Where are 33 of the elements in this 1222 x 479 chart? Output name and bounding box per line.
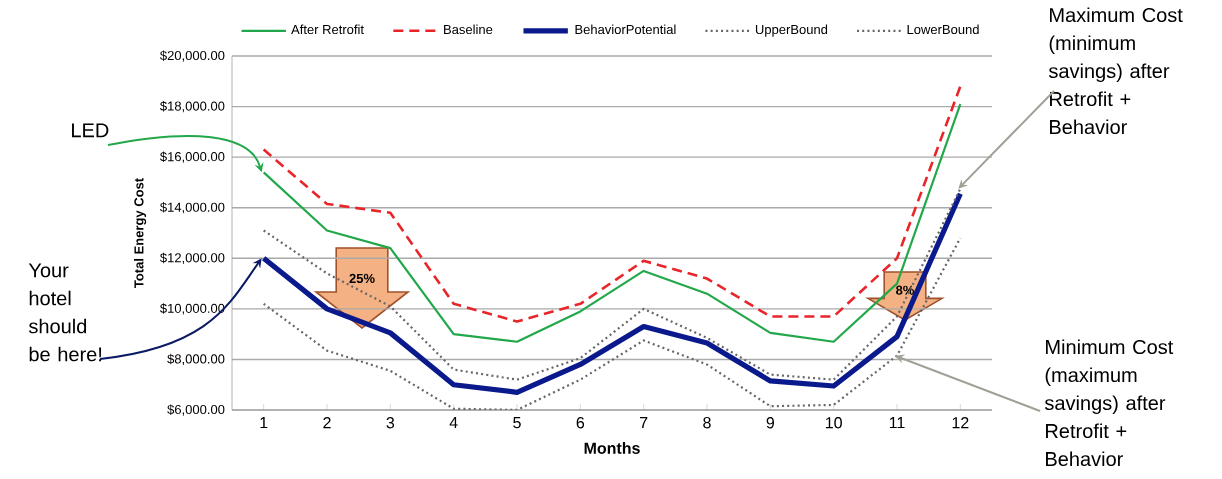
y-tick-label: $20,000.00 — [160, 50, 225, 62]
x-tick-label: 8 — [703, 417, 711, 429]
x-tick-label: 6 — [576, 417, 585, 429]
annotation: Minimum Cost (maximum savings) after Retrofit + Behavior — [1044, 339, 1174, 467]
legend-label: Baseline — [444, 24, 493, 35]
x-tick-label: 4 — [449, 417, 458, 429]
x-axis-title: Months — [584, 442, 640, 454]
annotation: LED — [72, 123, 109, 138]
y-tick-label: $12,000.00 — [160, 252, 225, 264]
y-tick-label: $10,000.00 — [160, 303, 225, 315]
x-tick-label: 9 — [766, 417, 775, 429]
x-tick-label: 12 — [952, 417, 969, 429]
annotation: Maximum Cost (minimum savings) after Retrofit + Behavior — [1048, 7, 1183, 135]
y-tick-label: $8,000.00 — [167, 353, 225, 366]
y-tick-label: $14,000.00 — [160, 202, 225, 214]
x-tick-label: 1 — [260, 417, 268, 429]
legend-label: LowerBound — [907, 24, 979, 35]
x-tick-label: 2 — [323, 417, 331, 429]
y-tick-label: $6,000.00 — [167, 404, 225, 416]
y-tick-label: $18,000.00 — [160, 100, 225, 113]
legend-label: BehaviorPotential — [575, 24, 676, 35]
x-tick-label: 7 — [640, 417, 648, 429]
annotation: 25% — [349, 273, 375, 283]
annotation: 8% — [896, 285, 915, 295]
legend-label: UpperBound — [755, 24, 828, 37]
y-axis-title: Total Energy Cost — [133, 178, 147, 288]
x-tick-label: 3 — [386, 417, 395, 429]
x-tick-label: 10 — [825, 417, 842, 429]
legend-label: After Retrofit — [291, 24, 364, 35]
annotation: Your hotel should be here! — [28, 263, 102, 362]
y-tick-label: $16,000.00 — [160, 151, 225, 163]
x-tick-label: 5 — [513, 417, 521, 429]
x-tick-label: 11 — [889, 417, 905, 429]
